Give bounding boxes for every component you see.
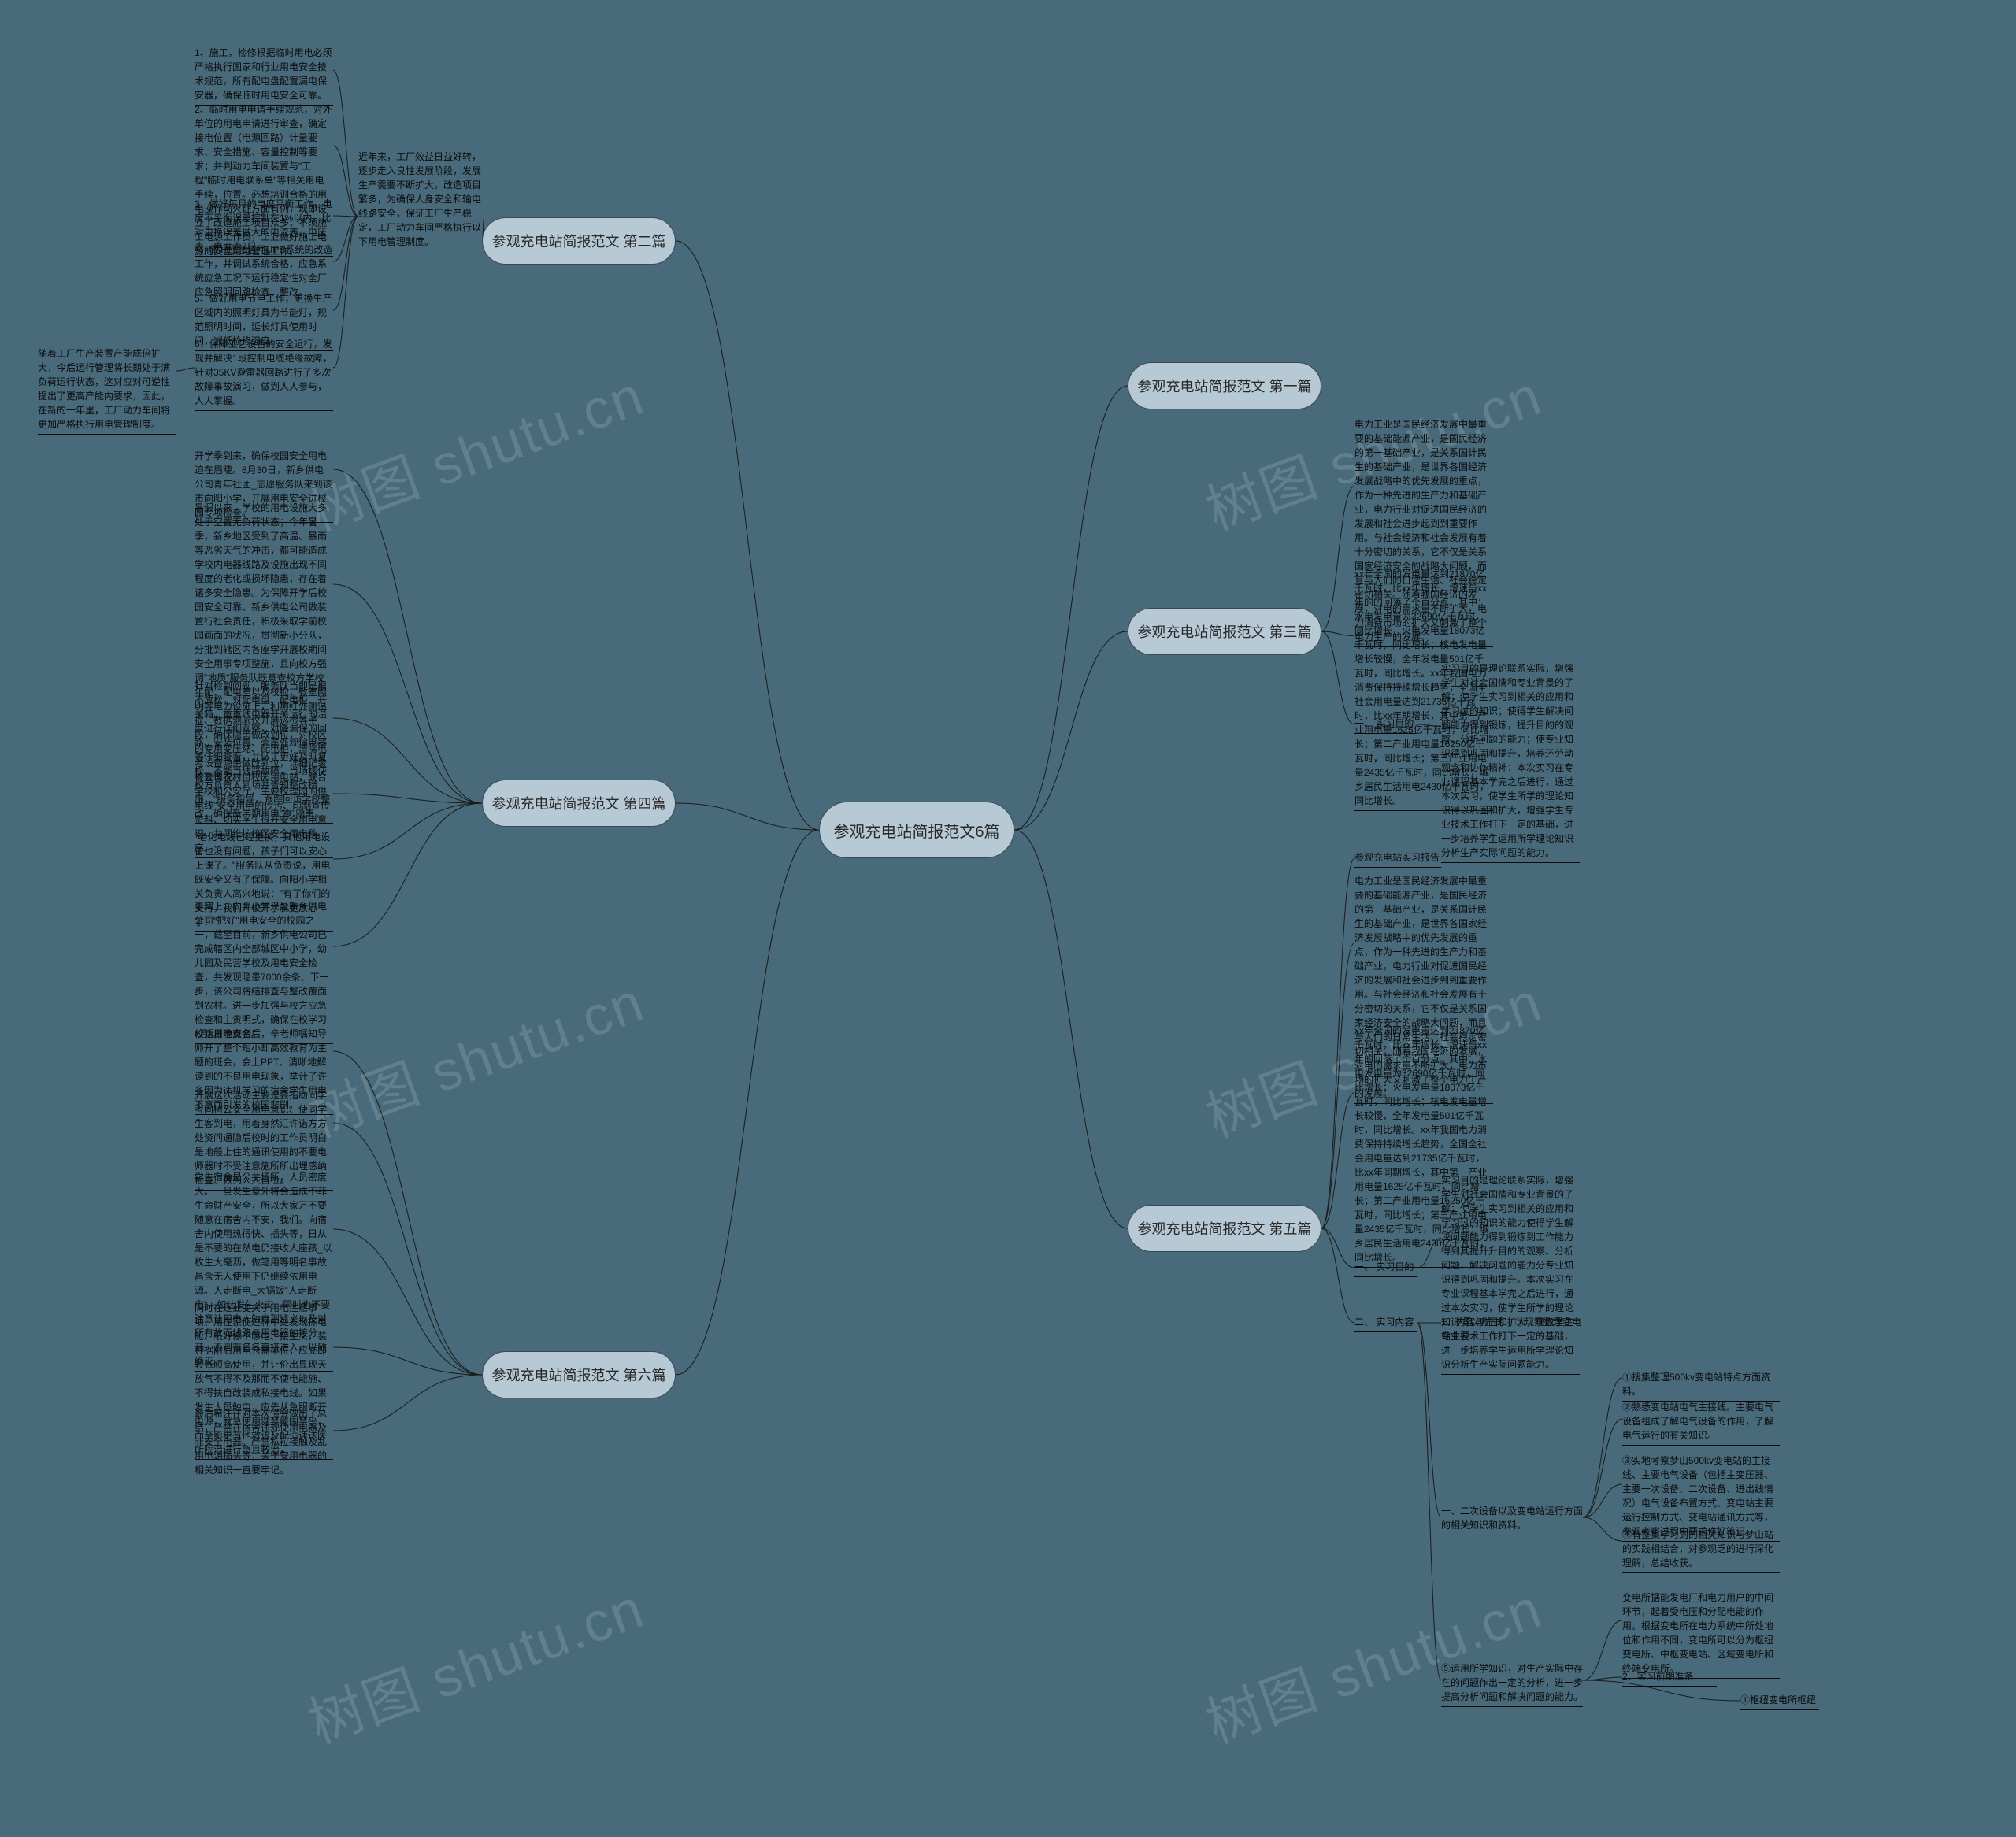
- branch-node[interactable]: 参观充电站简报范文 第三篇: [1128, 608, 1321, 655]
- text-leaf: 1、施工，检修根据临时用电必须严格执行国家和行业用电安全技术规范，所有配电盘配置…: [195, 46, 333, 106]
- mindmap-canvas: 树图 shutu.cn树图 shutu.cn树图 shutu.cn树图 shut…: [0, 0, 2016, 1837]
- text-leaf: 一、 实习目的: [1354, 717, 1418, 734]
- text-leaf: 一、 实习目的: [1354, 1260, 1418, 1277]
- branch-node[interactable]: 参观充电站简报范文 第二篇: [482, 217, 676, 265]
- text-leaf: ⑤运用所学知识，对生产实际中存在的问题作出一定的分析，进一步提高分析问题和解决问…: [1441, 1661, 1583, 1707]
- text-leaf: 2、实习前期准备: [1622, 1669, 1717, 1687]
- text-leaf: 随着工厂生产装置产能成倍扩大，今后运行管理将长期处于满负荷运行状态，这对应对可逆…: [38, 346, 176, 435]
- branch-node[interactable]: 参观充电站简报范文 第一篇: [1128, 362, 1321, 409]
- text-leaf: ①枢纽变电所枢纽: [1740, 1693, 1819, 1710]
- text-leaf: 参观充电站实习报告: [1354, 850, 1441, 868]
- text-leaf: 1、内容与方式： ①现察整理变电站主要: [1441, 1315, 1583, 1346]
- watermark: 树图 shutu.cn: [296, 958, 654, 1153]
- branch-node[interactable]: 参观充电站简报范文 第四篇: [482, 780, 676, 827]
- text-leaf: 事实上，向阳小学只是新乡供电公司"把好"用电安全的校园之一，截至目前，新乡供电公…: [195, 899, 333, 1044]
- text-leaf: 6、保障工艺设备的安全运行，发现并解决1段控制电缆绝缘故障，针对35KV避雷器回…: [195, 337, 333, 411]
- text-leaf: 二、 实习内容: [1354, 1315, 1418, 1332]
- text-leaf: ④有整集学习到的相关知识与梦山站的实践相结合，对参观乏的进行深化理解，总结收获。: [1622, 1528, 1780, 1573]
- branch-node[interactable]: 参观充电站简报范文 第六篇: [482, 1351, 676, 1398]
- watermark: 树图 shutu.cn: [296, 352, 654, 546]
- branch-node[interactable]: 参观充电站简报范文 第五篇: [1128, 1205, 1321, 1252]
- text-leaf: 实习目的是理论联系实际，增强学生对社会国情和专业背景的了解；使学生实习到相关的应…: [1441, 661, 1580, 863]
- text-leaf: 最后希注往对本次懂会做出了总结，严禁在宿舍违规使用电器及非安全电器。严禁私拉接触…: [195, 1406, 333, 1480]
- root-node[interactable]: 参观充电站简报范文6篇: [819, 802, 1014, 858]
- text-leaf: 变电所据能发电厂和电力用户的中间环节，起着受电压和分配电能的作用。根据变电所在电…: [1622, 1591, 1780, 1679]
- text-leaf: ①搜集整理500kv变电站特点方面资料。: [1622, 1370, 1780, 1402]
- text-leaf: 近年来，工厂效益日益好转，逐步走入良性发展阶段，发展生产需要不断扩大，改造项目繁…: [358, 150, 484, 283]
- text-leaf: ②熟悉变电站电气主接线。主要电气设备组成了解电气设备的作用，了解电气运行的有关知…: [1622, 1400, 1780, 1446]
- text-leaf: 一、二次设备以及变电站运行方面的相关知识和资料。: [1441, 1504, 1583, 1535]
- watermark: 树图 shutu.cn: [296, 1565, 654, 1759]
